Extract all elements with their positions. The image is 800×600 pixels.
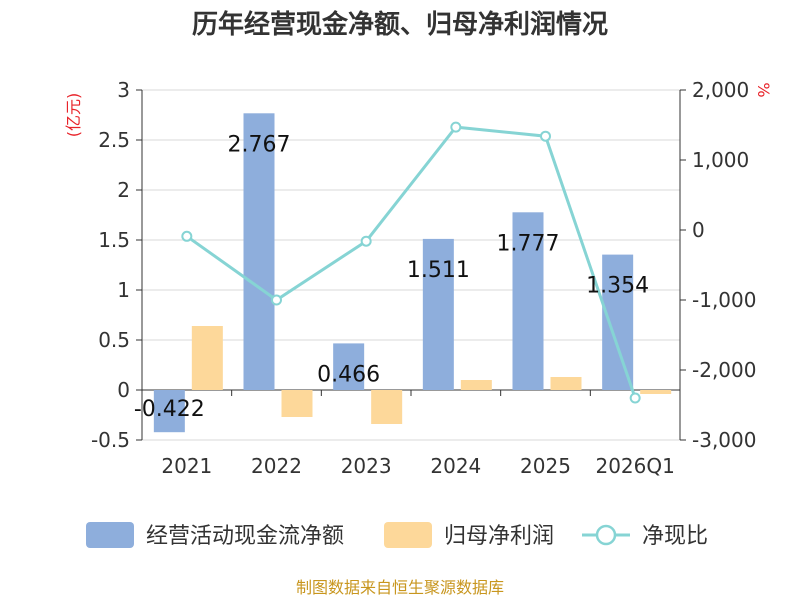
legend-swatch-net-profit [384,522,432,548]
category-label: 2026Q1 [595,454,674,478]
net-profit-bar [640,390,672,394]
cash-flow-data-label: 0.466 [317,362,380,387]
category-label: 2024 [430,454,481,478]
left-axis-unit: (亿元) [64,93,83,138]
left-tick-label: 3 [117,78,130,102]
ratio-point [540,130,551,142]
category-label: 2022 [251,454,302,478]
cash-flow-data-label: 1.354 [586,274,649,299]
legend-swatch-cash-flow [86,522,134,548]
category-label: 2025 [520,454,571,478]
left-tick-label: 2 [117,178,130,202]
ratio-point [360,235,372,247]
legend-label-ratio: 净现比 [642,524,708,549]
right-tick-label: -1,000 [692,288,756,312]
ratio-line [181,121,641,404]
legend-swatch-ratio-point [595,524,617,546]
cash-flow-data-label: 1.777 [497,231,560,256]
cash-flow-bar [243,113,275,391]
legend-label-net-profit: 归母净利润 [444,524,554,549]
ratio-point [271,294,282,306]
cash-flow-data-label: 1.511 [407,258,470,283]
right-tick-label: 1,000 [692,148,749,172]
cash-flow-bar [333,343,365,390]
left-tick-label: 0.5 [98,328,130,352]
net-profit-bar [371,390,403,424]
left-tick-label: -0.5 [91,428,130,452]
right-tick-label: -3,000 [692,428,756,452]
ratio-point [450,121,462,133]
right-tick-label: -2,000 [692,358,756,382]
cash-flow-bar [153,390,185,433]
net-profit-bar [550,377,582,390]
right-tick-label: 0 [692,218,705,242]
net-profit-bar [191,326,223,390]
left-tick-label: 2.5 [98,128,130,152]
cash-flow-bar [422,238,454,390]
category-label: 2021 [161,454,212,478]
net-profit-bar [460,380,492,390]
ratio-point [629,392,641,404]
legend: 经营活动现金流净额 归母净利润 净现比 [86,522,708,549]
left-tick-label: 1 [117,278,130,302]
left-tick-label: 1.5 [98,228,130,252]
chart-title: 历年经营现金净额、归母净利润情况 [192,9,608,40]
cash-flow-data-label: 2.767 [228,132,291,157]
cash-flow-data-label: -0.422 [134,397,205,422]
data-labels: -0.422 2.767 0.466 1.511 1.777 1.354 [134,132,649,422]
ratio-line-path [185,125,637,399]
legend-label-cash-flow: 经营活动现金流净额 [146,524,344,549]
category-label: 2023 [341,454,392,478]
cash-flow-bar [512,212,544,390]
right-tick-label: 2,000 [692,78,749,102]
left-tick-label: 0 [117,378,130,402]
source-note: 制图数据来自恒生聚源数据库 [296,578,504,597]
right-axis-unit: % [754,82,773,97]
axes: 3 2.5 2 1.5 1 0.5 0 -0.5 2,000 1,000 0 -1,000 -2,000… [64,78,773,478]
bars [153,113,672,433]
ratio-point [181,230,193,242]
net-profit-bar [281,390,313,417]
cash-flow-bar [602,254,634,390]
